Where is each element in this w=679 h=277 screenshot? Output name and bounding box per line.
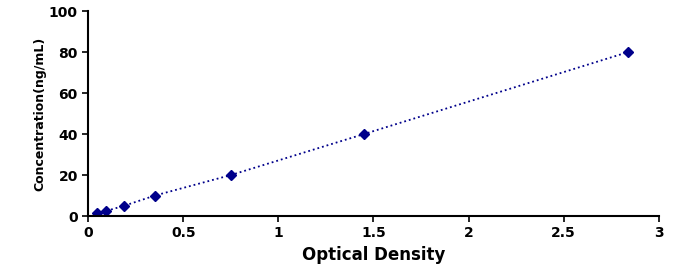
- Y-axis label: Concentration(ng/mL): Concentration(ng/mL): [33, 37, 46, 191]
- X-axis label: Optical Density: Optical Density: [301, 246, 445, 264]
